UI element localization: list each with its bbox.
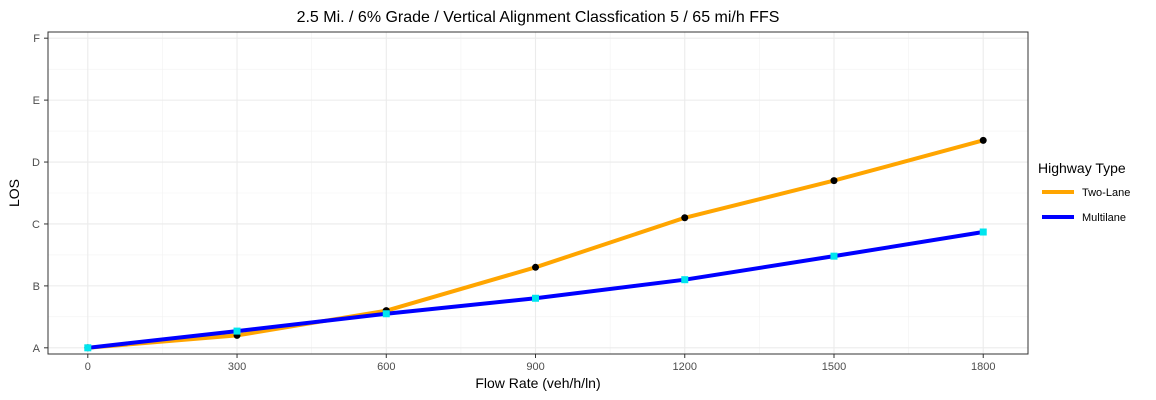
- data-point-multilane: [84, 344, 92, 352]
- y-axis-title: LOS: [6, 179, 22, 207]
- legend-items: Two-Lane Multilane: [1042, 187, 1130, 224]
- data-point-multilane: [233, 327, 241, 335]
- plot-border: [47, 31, 1029, 355]
- x-axis: 0 300 600 900 1200 1500 1800: [85, 354, 995, 373]
- x-tick-label: 300: [228, 361, 246, 373]
- chart-title: 2.5 Mi. / 6% Grade / Vertical Alignment …: [297, 9, 780, 26]
- x-tick-label: 600: [377, 361, 395, 373]
- y-tick-label: C: [32, 219, 40, 231]
- x-tick-label: 1200: [673, 361, 697, 373]
- y-tick-label: E: [33, 95, 40, 107]
- data-point-two-lane: [681, 214, 689, 222]
- x-tick-label: 1500: [822, 361, 846, 373]
- data-point-multilane: [681, 276, 689, 284]
- legend-title: Highway Type: [1038, 160, 1126, 176]
- data-point-two-lane: [532, 263, 540, 271]
- x-axis-title: Flow Rate (veh/h/ln): [475, 375, 600, 391]
- x-tick-label: 900: [526, 361, 544, 373]
- legend: Highway Type Two-Lane Multilane: [1038, 160, 1130, 224]
- x-tick-label: 1800: [971, 361, 995, 373]
- y-tick-label: A: [33, 343, 41, 355]
- series-lines: [84, 136, 987, 352]
- grid-lines: [48, 32, 1028, 354]
- data-point-multilane: [979, 228, 987, 236]
- legend-label-multilane: Multilane: [1082, 212, 1126, 224]
- y-tick-label: D: [32, 157, 40, 169]
- data-point-multilane: [382, 310, 390, 318]
- y-tick-label: B: [33, 281, 40, 293]
- y-tick-label: F: [33, 33, 40, 45]
- plot-area: [47, 31, 1029, 355]
- data-point-multilane: [532, 294, 540, 302]
- y-axis: A B C D E F: [32, 33, 48, 355]
- x-tick-label: 0: [85, 361, 91, 373]
- data-point-multilane: [830, 252, 838, 260]
- data-point-two-lane: [979, 136, 987, 144]
- data-point-two-lane: [830, 177, 838, 185]
- legend-label-two-lane: Two-Lane: [1082, 187, 1130, 199]
